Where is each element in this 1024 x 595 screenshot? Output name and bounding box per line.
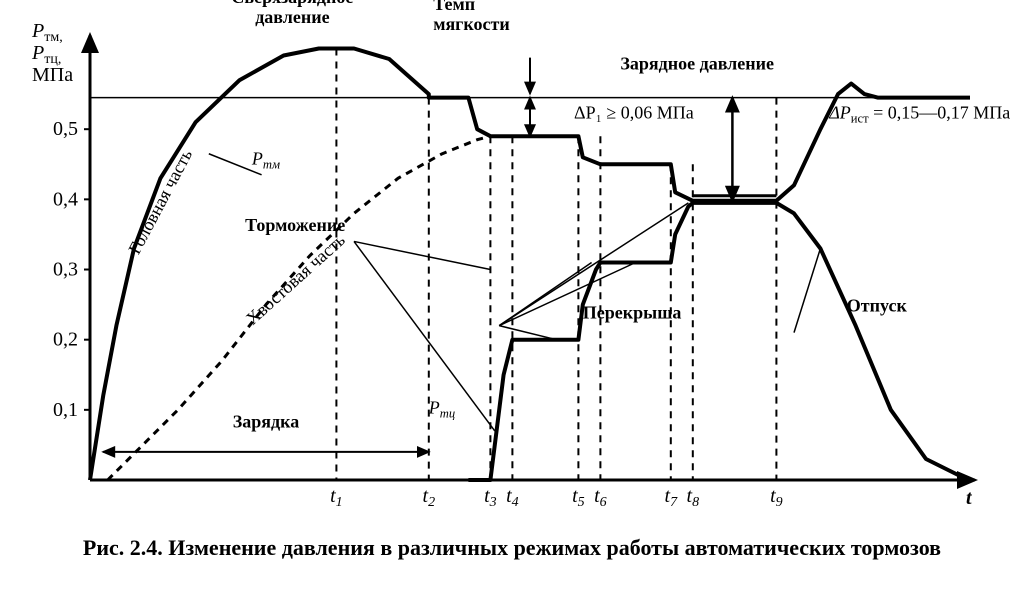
label-temp: мягкости [433, 14, 510, 34]
label-ptc: Pтц [428, 397, 455, 420]
svg-text:t2: t2 [423, 485, 436, 510]
svg-text:t9: t9 [770, 485, 783, 510]
label-charge_pressure: Зарядное давление [620, 54, 774, 74]
svg-text:t: t [966, 487, 973, 509]
svg-text:t1: t1 [330, 485, 343, 510]
svg-text:0,2: 0,2 [53, 329, 78, 351]
label-tail: Хвостовая часть [242, 230, 349, 329]
figure-caption: Рис. 2.4. Изменение давления в различных… [0, 535, 1024, 561]
svg-text:0,1: 0,1 [53, 399, 78, 421]
svg-text:МПа: МПа [32, 64, 73, 86]
label-overlap: Перекрыша [583, 303, 682, 323]
label-dpist: ΔPист = 0,15—0,17 МПа [828, 103, 1010, 126]
svg-text:t8: t8 [687, 485, 700, 510]
svg-text:t5: t5 [572, 485, 585, 510]
svg-text:0,3: 0,3 [53, 259, 78, 281]
label-ptm: Pтм [251, 148, 280, 171]
label-charging: Зарядка [233, 411, 299, 431]
label-head: Головная часть [124, 146, 196, 257]
label-supercharge: давление [255, 7, 329, 27]
svg-text:t7: t7 [665, 485, 679, 510]
label-temp: Темп [433, 0, 475, 14]
svg-text:0,5: 0,5 [53, 118, 78, 140]
label-braking: Торможение [245, 215, 345, 235]
label-release: Отпуск [847, 296, 908, 316]
label-supercharge: Сверхзарядное [231, 0, 353, 7]
svg-text:t4: t4 [506, 485, 519, 510]
svg-text:0,4: 0,4 [53, 188, 78, 210]
label-dp1: ΔP₁ ≥ 0,06 МПа [574, 103, 694, 123]
svg-text:t3: t3 [484, 485, 497, 510]
svg-text:t6: t6 [594, 485, 607, 510]
ptc-curve [468, 203, 970, 480]
pressure-diagram: 0,10,20,30,40,5Pтм,Pтц,МПаt1t2t3t4t5t6t7… [0, 0, 1024, 595]
